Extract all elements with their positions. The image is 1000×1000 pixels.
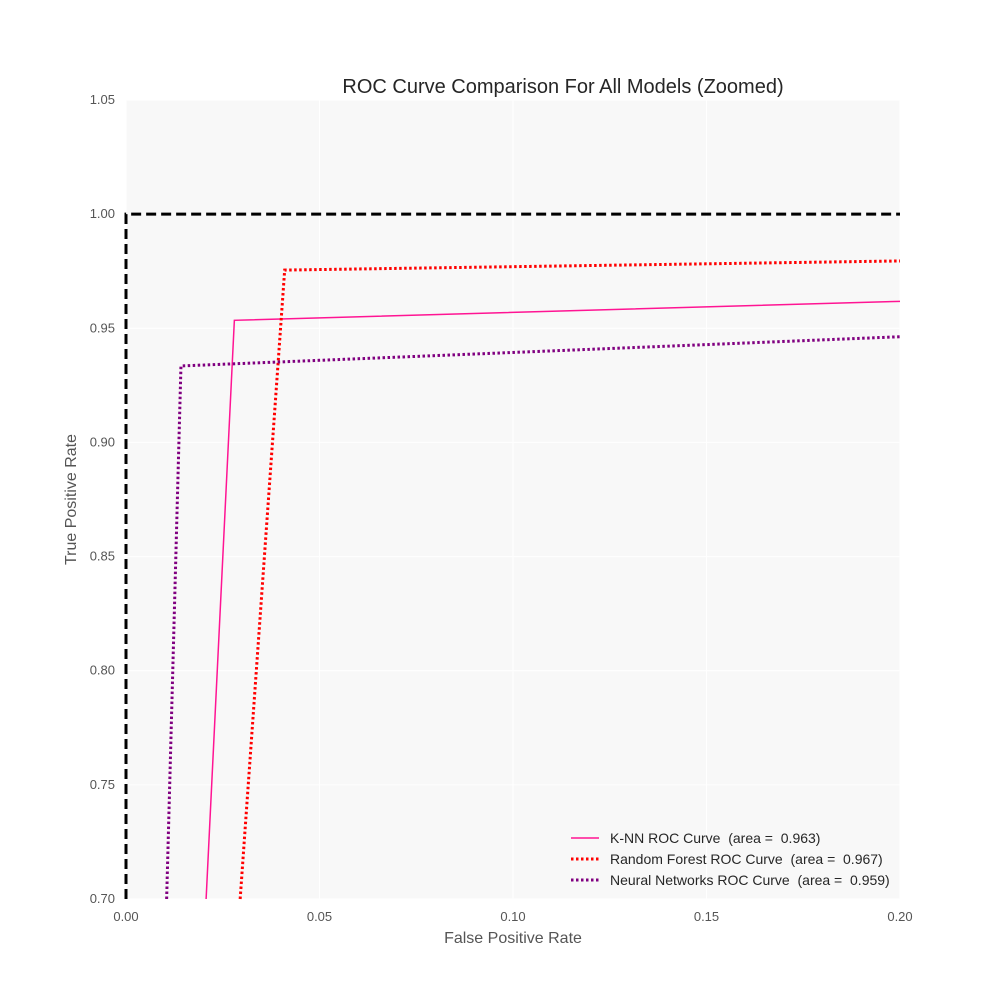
series-layer [124, 212, 901, 900]
legend: K-NN ROC Curve (area = 0.963) Random Fore… [571, 830, 890, 888]
series-line-1 [205, 300, 901, 900]
x-axis-label: False Positive Rate [444, 930, 582, 947]
grid-lines [125, 99, 901, 900]
tick-labels: 0.00 0.05 0.10 0.15 0.20 0.70 0.75 0.80 0.85 0.90… [90, 92, 913, 924]
y-tick-label: 0.85 [90, 549, 115, 564]
y-tick-label: 0.90 [90, 434, 115, 449]
y-tick-label: 0.80 [90, 663, 115, 678]
x-tick-label: 0.20 [887, 909, 912, 924]
legend-label: Neural Networks ROC Curve (area = 0.959) [610, 872, 890, 888]
x-tick-label: 0.15 [694, 909, 719, 924]
y-tick-label: 0.75 [90, 777, 115, 792]
y-axis-label: True Positive Rate [63, 434, 80, 565]
y-tick-label: 1.05 [90, 92, 115, 107]
legend-label: Random Forest ROC Curve (area = 0.967) [610, 851, 883, 867]
series-line-2 [238, 259, 901, 900]
y-tick-label: 0.95 [90, 320, 115, 335]
y-tick-label: 0.70 [90, 891, 115, 906]
x-tick-label: 0.10 [500, 909, 525, 924]
reference-line [124, 212, 900, 899]
chart-title: ROC Curve Comparison For All Models (Zoo… [342, 76, 783, 98]
x-tick-label: 0.05 [307, 909, 332, 924]
y-tick-label: 1.00 [90, 206, 115, 221]
x-tick-label: 0.00 [113, 909, 138, 924]
legend-label: K-NN ROC Curve (area = 0.963) [610, 830, 820, 846]
